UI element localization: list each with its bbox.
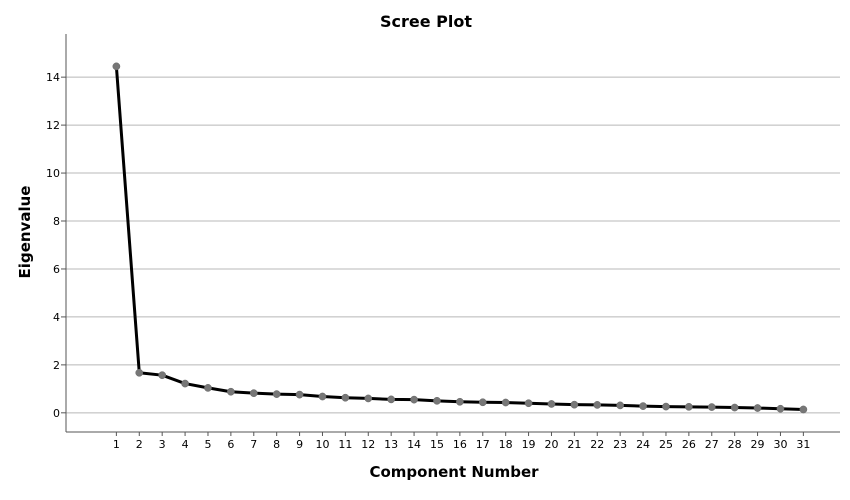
eigenvalue-point: [685, 402, 693, 411]
x-tick-label: 16: [453, 438, 467, 451]
eigenvalue-point: [707, 403, 716, 411]
x-tick-label: 20: [544, 438, 558, 451]
y-tick-label: 14: [46, 71, 60, 84]
x-tick-label: 29: [751, 438, 765, 451]
x-tick-label: 13: [384, 438, 398, 451]
eigenvalue-point: [227, 387, 235, 396]
eigenvalue-point: [662, 402, 670, 411]
x-tick-label: 21: [567, 438, 581, 451]
x-tick-label: 14: [407, 438, 421, 451]
x-tick-label: 19: [522, 438, 536, 451]
x-tick-label: 18: [499, 438, 513, 451]
x-tick-label: 25: [659, 438, 673, 451]
x-tick-label: 5: [204, 438, 211, 451]
x-axis-ticks: 1 2 3 4 5 6 7 8 9 10 11 12 13 14 15 16 17 18 19 20 21 22 23 24 2…: [113, 432, 810, 451]
eigenvalue-point: [318, 392, 327, 401]
eigenvalue-point: [730, 403, 739, 412]
eigenvalue-points: [112, 62, 808, 414]
eigenvalue-point: [524, 399, 533, 408]
x-tick-label: 30: [773, 438, 787, 451]
x-tick-label: 2: [136, 438, 143, 451]
eigenvalue-point: [433, 396, 441, 405]
eigenvalue-point: [387, 395, 396, 404]
gridlines: [66, 76, 840, 414]
x-axis-title: Component Number: [369, 463, 539, 481]
eigenvalue-point: [295, 390, 304, 399]
x-tick-label: 26: [682, 438, 696, 451]
eigenvalue-point: [364, 394, 373, 403]
x-tick-label: 4: [182, 438, 189, 451]
y-tick-label: 0: [53, 407, 60, 420]
eigenvalue-point: [753, 404, 762, 412]
eigenvalue-point: [341, 393, 350, 402]
x-tick-label: 12: [361, 438, 375, 451]
x-tick-label: 15: [430, 438, 444, 451]
x-tick-label: 17: [476, 438, 490, 451]
eigenvalue-point: [593, 401, 602, 409]
eigenvalue-point: [456, 397, 464, 406]
y-axis-title: Eigenvalue: [16, 186, 34, 279]
eigenvalue-point: [799, 405, 808, 414]
eigenvalue-point: [112, 62, 121, 71]
eigenvalue-point: [410, 395, 418, 404]
eigenvalue-point: [776, 404, 785, 413]
x-tick-label: 9: [296, 438, 303, 451]
y-tick-label: 2: [53, 359, 60, 372]
eigenvalue-point: [135, 368, 144, 377]
x-tick-label: 31: [796, 438, 810, 451]
eigenvalue-point: [547, 400, 556, 408]
y-tick-label: 6: [53, 263, 60, 276]
y-tick-label: 8: [53, 215, 60, 228]
eigenvalue-point: [501, 398, 510, 407]
eigenvalue-point: [204, 384, 212, 392]
eigenvalue-point: [272, 390, 281, 398]
x-tick-label: 8: [273, 438, 280, 451]
y-axis-ticks: 0 2 4 6 8 10 12 14: [46, 71, 66, 420]
x-tick-label: 22: [590, 438, 604, 451]
x-tick-label: 11: [338, 438, 352, 451]
eigenvalue-point: [570, 400, 579, 409]
x-tick-label: 24: [636, 438, 650, 451]
eigenvalue-point: [181, 379, 189, 388]
x-tick-label: 1: [113, 438, 120, 451]
y-tick-label: 4: [53, 311, 60, 324]
chart-title: Scree Plot: [380, 12, 472, 31]
x-tick-label: 3: [159, 438, 166, 451]
y-tick-label: 10: [46, 167, 60, 180]
y-tick-label: 12: [46, 119, 60, 132]
x-tick-label: 6: [227, 438, 234, 451]
x-tick-label: 28: [728, 438, 742, 451]
x-tick-label: 23: [613, 438, 627, 451]
eigenvalue-point: [158, 371, 167, 380]
x-tick-label: 10: [315, 438, 329, 451]
eigenvalue-point: [639, 402, 647, 410]
x-tick-label: 27: [705, 438, 719, 451]
eigenvalue-point: [616, 401, 625, 410]
eigenvalue-point: [478, 398, 487, 407]
eigenvalue-point: [249, 389, 258, 398]
x-tick-label: 7: [250, 438, 257, 451]
eigenvalue-series-line: [114, 66, 804, 411]
